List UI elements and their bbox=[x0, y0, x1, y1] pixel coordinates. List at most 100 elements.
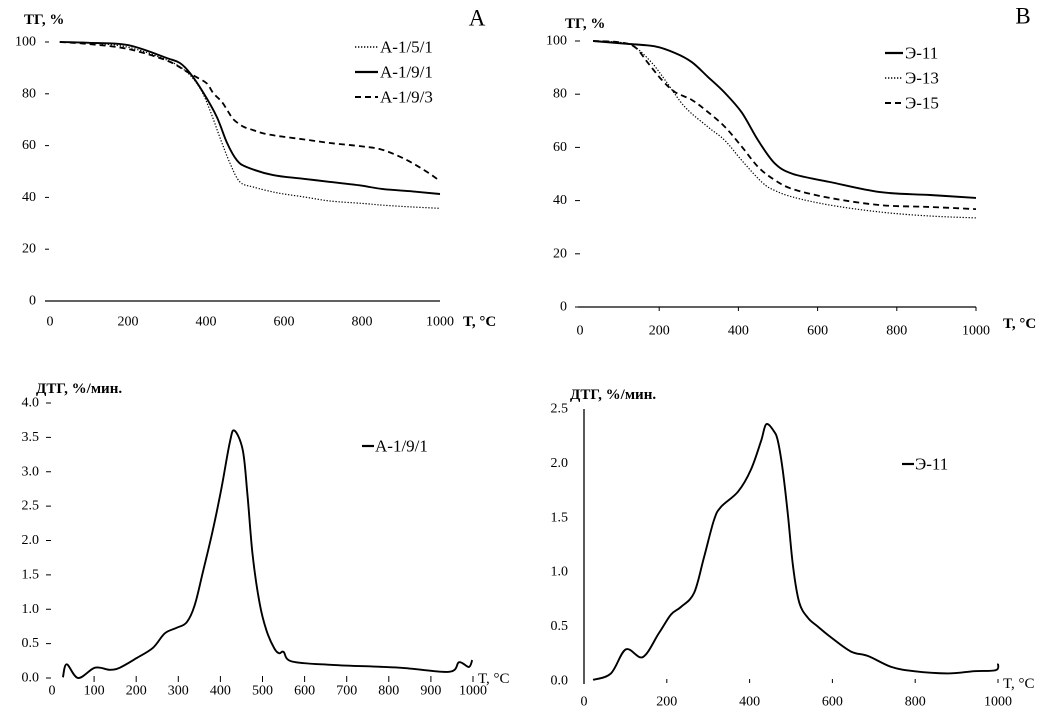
y-tick-label: 0.0 bbox=[551, 674, 569, 689]
legend-item: A-1/5/1 bbox=[355, 38, 433, 57]
y-tick-label: 2.0 bbox=[22, 533, 40, 548]
x-tick-label: 1000 bbox=[962, 324, 990, 339]
legend-item: Э-11 bbox=[902, 455, 948, 474]
x-tick-label: 300 bbox=[168, 684, 189, 699]
x-tick-label: 900 bbox=[420, 684, 441, 699]
series-line-e-13 bbox=[593, 40, 977, 219]
series-line-e-11 bbox=[593, 40, 977, 199]
x-tick-label: 200 bbox=[656, 695, 677, 710]
y-tick-label: 60 bbox=[553, 140, 567, 155]
x-tick-label: 700 bbox=[336, 684, 357, 699]
y-axis-title: ДТГ, %/мин. bbox=[570, 387, 656, 403]
x-tick-label: 800 bbox=[378, 684, 399, 699]
y-tick-label: 2.5 bbox=[551, 402, 569, 417]
y-tick-label: 3.0 bbox=[22, 464, 40, 479]
x-tick-label: 1000 bbox=[459, 684, 487, 699]
x-tick-label: 500 bbox=[252, 684, 273, 699]
y-axis-title: ТГ, % bbox=[24, 12, 64, 28]
x-tick-label: 400 bbox=[196, 315, 217, 330]
y-tick-label: 1.0 bbox=[22, 602, 40, 617]
legend-label: Э-15 bbox=[905, 94, 939, 113]
series-line-e-15 bbox=[593, 40, 977, 210]
series-line-a-1-9-3 bbox=[59, 41, 441, 182]
legend-item: Э-15 bbox=[885, 94, 939, 113]
y-tick-label: 1.0 bbox=[551, 565, 569, 580]
x-tick-label: 0 bbox=[47, 315, 54, 330]
x-tick-label: 1000 bbox=[426, 315, 454, 330]
y-tick-label: 1.5 bbox=[551, 510, 569, 525]
legend-item: Э-13 bbox=[885, 69, 939, 88]
x-tick-label: 100 bbox=[84, 684, 105, 699]
y-axis-title: ТГ, % bbox=[565, 16, 605, 32]
legend: A-1/5/1 A-1/9/1 A-1/9/3 bbox=[355, 38, 433, 107]
y-tick-label: 100 bbox=[546, 34, 567, 49]
y-tick-label: 0 bbox=[560, 300, 567, 315]
x-tick-label: 400 bbox=[210, 684, 231, 699]
y-tick-label: 60 bbox=[22, 138, 36, 153]
x-tick-label: 400 bbox=[739, 695, 760, 710]
x-tick-label: 200 bbox=[126, 684, 147, 699]
x-tick-label: 800 bbox=[352, 315, 373, 330]
x-tick-label: 0 bbox=[49, 684, 56, 699]
y-tick-label: 1.5 bbox=[22, 567, 40, 582]
y-tick-label: 80 bbox=[553, 87, 567, 102]
x-tick-label: 600 bbox=[822, 695, 843, 710]
panel-b-dtg-chart: 0.0 0.5 1.0 1.5 2.0 2.5 0 200 400 600 800 1000 ДТГ, … bbox=[551, 387, 1035, 710]
series-line-a-1-9-1 bbox=[61, 429, 474, 679]
x-tick-label: 200 bbox=[649, 324, 670, 339]
y-tick-label: 0.5 bbox=[22, 636, 40, 651]
legend: A-1/9/1 bbox=[362, 437, 428, 456]
x-axis-title: T, °C bbox=[1003, 676, 1035, 692]
y-tick-label: 3.5 bbox=[22, 430, 40, 445]
legend-label: A-1/9/3 bbox=[380, 88, 433, 107]
y-tick-label: 80 bbox=[22, 86, 36, 101]
x-tick-label: 0 bbox=[577, 324, 584, 339]
panel-label: B bbox=[1015, 4, 1030, 29]
x-axis-title: T, °C bbox=[1003, 316, 1036, 332]
y-tick-label: 20 bbox=[553, 246, 567, 261]
y-tick-label: 0 bbox=[29, 294, 36, 309]
panel-a-dtg-chart: 0.0 0.5 1.0 1.5 2.0 2.5 3.0 3.5 4.0 0 100 200 300 400… bbox=[22, 381, 510, 699]
y-tick-label: 100 bbox=[15, 35, 36, 50]
legend: Э-11 Э-13 Э-15 bbox=[885, 44, 939, 113]
y-tick-label: 4.0 bbox=[22, 396, 40, 411]
x-tick-label: 1000 bbox=[984, 695, 1012, 710]
y-tick-label: 40 bbox=[22, 190, 36, 205]
legend-item: A-1/9/1 bbox=[355, 63, 433, 82]
x-tick-label: 600 bbox=[294, 684, 315, 699]
y-tick-label: 0.0 bbox=[22, 671, 40, 686]
x-tick-label: 800 bbox=[886, 324, 907, 339]
legend-item: Э-11 bbox=[885, 44, 938, 63]
legend: Э-11 bbox=[902, 455, 948, 474]
y-tick-label: 2.5 bbox=[22, 499, 40, 514]
series-line-a-1-5-1 bbox=[59, 41, 441, 209]
legend-label: Э-11 bbox=[915, 455, 948, 474]
x-axis-title: T, °C bbox=[463, 314, 496, 330]
legend-label: A-1/9/1 bbox=[375, 437, 428, 456]
legend-label: Э-11 bbox=[905, 44, 938, 63]
series-line-a-1-9-1 bbox=[59, 41, 441, 195]
x-tick-label: 400 bbox=[728, 324, 749, 339]
legend-label: A-1/9/1 bbox=[380, 63, 433, 82]
legend-item: A-1/9/3 bbox=[355, 88, 433, 107]
y-tick-label: 2.0 bbox=[551, 456, 569, 471]
x-tick-label: 0 bbox=[581, 695, 588, 710]
y-axis-title: ДТГ, %/мин. bbox=[36, 381, 122, 397]
x-tick-label: 600 bbox=[274, 315, 295, 330]
legend-item: A-1/9/1 bbox=[362, 437, 428, 456]
panel-label: A bbox=[469, 6, 486, 31]
legend-label: A-1/5/1 bbox=[380, 38, 433, 57]
legend-label: Э-13 bbox=[905, 69, 939, 88]
y-tick-label: 40 bbox=[553, 193, 567, 208]
y-tick-label: 0.5 bbox=[551, 619, 569, 634]
y-tick-label: 20 bbox=[22, 242, 36, 257]
series-line-e-11 bbox=[592, 422, 1000, 681]
x-tick-label: 600 bbox=[807, 324, 828, 339]
x-tick-label: 800 bbox=[905, 695, 926, 710]
x-tick-label: 200 bbox=[118, 315, 139, 330]
x-axis-title: T, °C bbox=[478, 671, 510, 687]
